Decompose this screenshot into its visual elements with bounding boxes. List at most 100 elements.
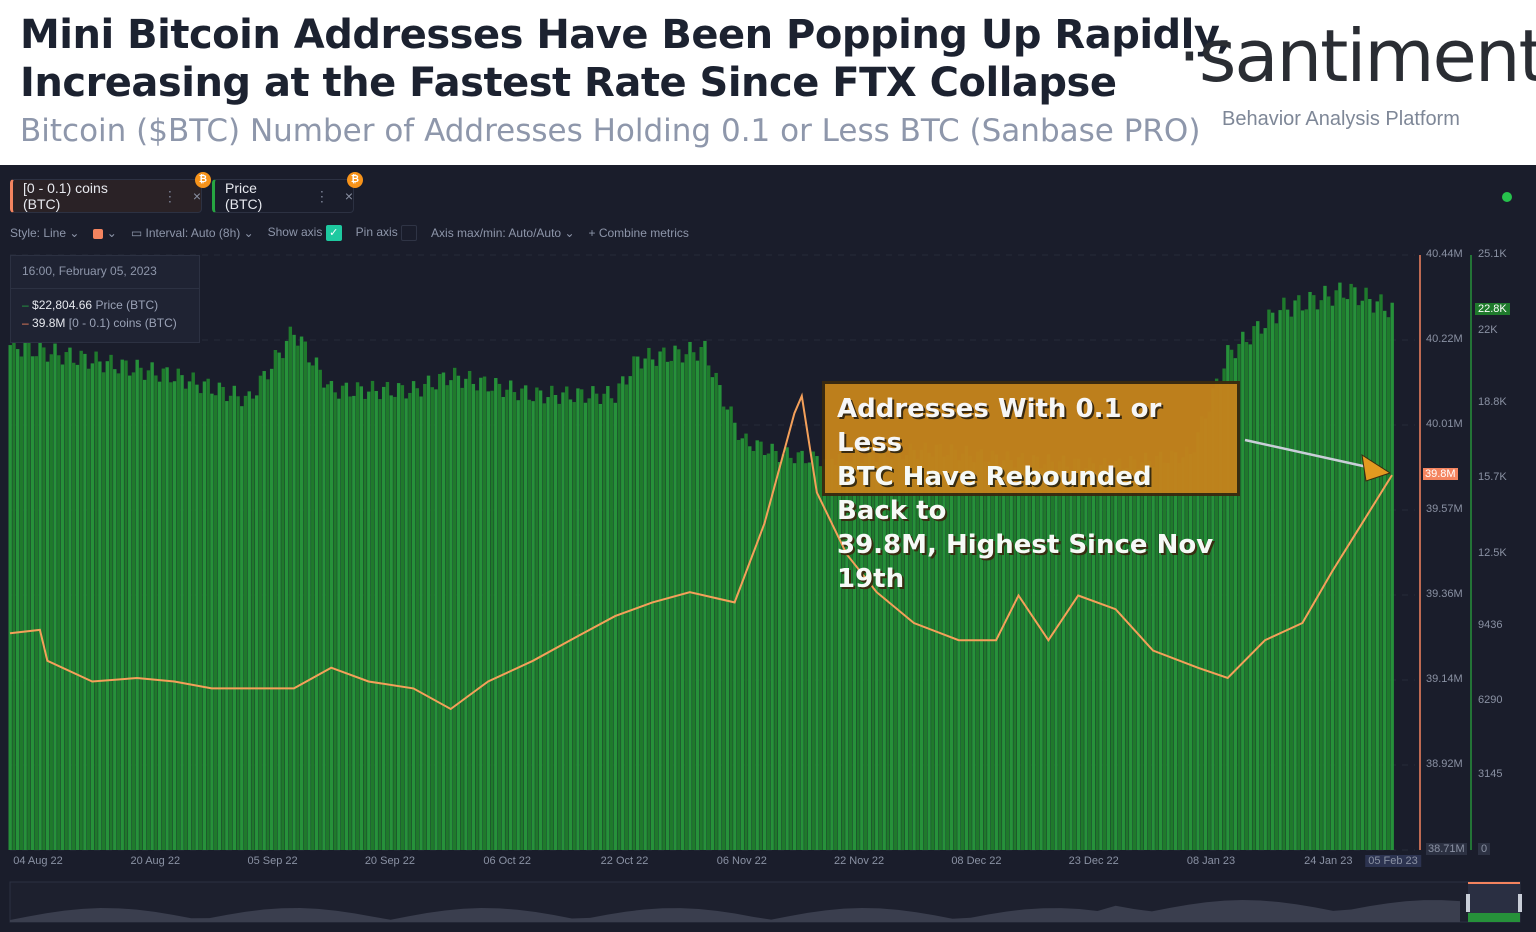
show-axis-toggle[interactable]: Show axis ✓ bbox=[268, 225, 342, 241]
toolbar: Style: Line ⌄ ⌄ ▭ Interval: Auto (8h) ⌄ … bbox=[10, 225, 689, 241]
price-bar bbox=[479, 377, 483, 850]
price-bar bbox=[770, 443, 774, 850]
price-bar bbox=[897, 447, 901, 850]
price-bar bbox=[1031, 455, 1036, 850]
price-bar bbox=[1054, 470, 1058, 850]
price-bar bbox=[393, 396, 397, 850]
price-bar bbox=[180, 375, 184, 850]
price-bar bbox=[1005, 451, 1010, 850]
color-picker[interactable]: ⌄ bbox=[93, 226, 117, 240]
price-bar bbox=[456, 375, 461, 850]
price-bar bbox=[740, 438, 744, 850]
price-bar bbox=[329, 380, 334, 850]
addr-label: [0 - 0.1) coins (BTC) bbox=[68, 316, 177, 330]
chart-plot[interactable] bbox=[0, 165, 1536, 932]
metric-chip-addresses[interactable]: [0 - 0.1) coins (BTC) ⋮ × ₿ bbox=[10, 172, 211, 213]
price-bar bbox=[1102, 458, 1107, 850]
pin-axis-toggle[interactable]: Pin axis bbox=[356, 225, 418, 241]
style-select[interactable]: Style: Line ⌄ bbox=[10, 226, 80, 240]
price-bar bbox=[938, 444, 942, 850]
price-bar bbox=[1304, 309, 1308, 851]
more-icon[interactable]: ⋮ bbox=[314, 187, 329, 204]
price-bar bbox=[979, 449, 984, 850]
annotation-arrow bbox=[1244, 438, 1373, 470]
price-bar bbox=[553, 394, 558, 850]
price-bar bbox=[169, 382, 173, 850]
price-bar bbox=[385, 381, 390, 850]
price-bar bbox=[1319, 300, 1323, 850]
price-bar bbox=[550, 385, 554, 850]
price-bar bbox=[949, 444, 954, 850]
price-bar bbox=[206, 378, 210, 850]
price-bar bbox=[826, 450, 830, 850]
price-bar bbox=[57, 355, 61, 850]
price-bar bbox=[1188, 454, 1193, 850]
price-bar bbox=[1046, 454, 1051, 850]
price-bar bbox=[759, 441, 763, 850]
price-bar bbox=[1383, 310, 1387, 850]
price-bar bbox=[494, 378, 498, 850]
close-icon[interactable]: × bbox=[344, 188, 353, 204]
navigator-area[interactable] bbox=[10, 900, 1460, 922]
price-bar bbox=[1106, 468, 1111, 850]
price-bar bbox=[811, 451, 815, 850]
addr-current-badge: 39.8M bbox=[1423, 468, 1458, 481]
navigator-price-preview[interactable] bbox=[1468, 913, 1520, 922]
price-bar bbox=[1013, 467, 1017, 850]
color-swatch bbox=[93, 228, 104, 239]
navigator-handle-left[interactable] bbox=[1466, 894, 1470, 912]
combine-metrics-button[interactable]: + Combine metrics bbox=[588, 226, 689, 240]
interval-select[interactable]: ▭ Interval: Auto (8h) ⌄ bbox=[130, 226, 254, 240]
price-bar bbox=[863, 457, 868, 850]
price-bar bbox=[579, 389, 584, 850]
price-bar bbox=[1185, 446, 1189, 850]
price-bar bbox=[258, 375, 263, 850]
price-bar bbox=[415, 388, 420, 850]
price-bar bbox=[374, 390, 378, 850]
ruler-icon: ▭ bbox=[130, 226, 143, 240]
price-bar bbox=[467, 370, 472, 850]
price-bar bbox=[434, 389, 438, 850]
price-bar bbox=[669, 360, 674, 850]
price-bar bbox=[710, 377, 715, 850]
price-bar bbox=[146, 370, 151, 850]
navigator-handle-right[interactable] bbox=[1518, 894, 1522, 912]
checkbox-unchecked[interactable] bbox=[401, 225, 418, 241]
price-bar bbox=[755, 440, 759, 850]
price-bar bbox=[1300, 310, 1305, 850]
price-bar bbox=[568, 399, 573, 850]
axis-minmax-select[interactable]: Axis max/min: Auto/Auto ⌄ bbox=[431, 226, 575, 240]
price-bar bbox=[1390, 302, 1394, 850]
price-bar bbox=[27, 340, 31, 850]
checkbox-checked[interactable]: ✓ bbox=[325, 225, 342, 241]
price-bar bbox=[919, 449, 924, 850]
x-tick-label: 08 Jan 23 bbox=[1186, 855, 1236, 867]
price-bar bbox=[923, 442, 928, 850]
price-bar bbox=[1353, 287, 1357, 850]
price-bar bbox=[904, 454, 909, 850]
price-bar bbox=[886, 457, 890, 850]
price-bar bbox=[512, 392, 517, 850]
price-bar bbox=[916, 458, 920, 850]
price-bar bbox=[1218, 382, 1223, 850]
price-bar bbox=[714, 372, 718, 850]
price-tick-label: 9436 bbox=[1478, 619, 1503, 632]
price-bar bbox=[804, 463, 808, 850]
close-icon[interactable]: × bbox=[192, 188, 201, 204]
price-bar bbox=[445, 385, 449, 850]
combine-label: Combine metrics bbox=[598, 226, 689, 240]
santiment-logo: ·santiment· bbox=[1178, 14, 1536, 98]
price-bar bbox=[964, 445, 969, 850]
price-bar bbox=[1285, 309, 1290, 850]
price-bar bbox=[12, 335, 16, 850]
price-bar bbox=[128, 375, 132, 850]
metric-label: [0 - 0.1) coins (BTC) bbox=[23, 180, 108, 212]
price-bar bbox=[699, 347, 703, 850]
metric-chip-price[interactable]: Price (BTC) ⋮ × ₿ bbox=[212, 172, 363, 213]
price-bar bbox=[1143, 452, 1148, 850]
price-bar bbox=[871, 454, 875, 850]
price-bar bbox=[1076, 458, 1081, 850]
title-line-1: Mini Bitcoin Addresses Have Been Popping… bbox=[20, 12, 1232, 58]
more-icon[interactable]: ⋮ bbox=[162, 187, 177, 204]
price-bar bbox=[150, 362, 154, 850]
